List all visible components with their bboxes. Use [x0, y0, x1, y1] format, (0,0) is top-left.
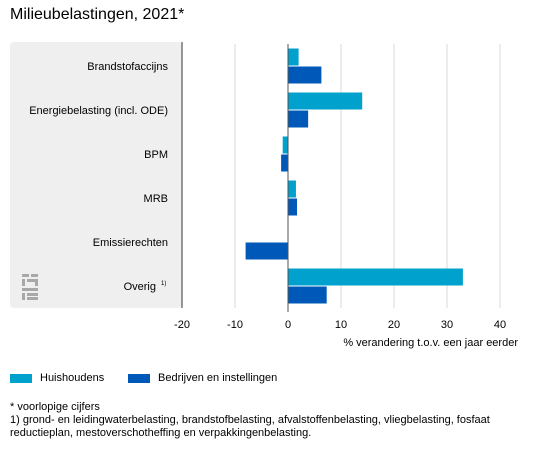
- x-tick-label-5: 30: [441, 319, 453, 331]
- x-tick-label-2: 0: [285, 319, 291, 331]
- chart-title: Milieubelastingen, 2021*: [10, 6, 185, 23]
- legend-item-bedrijven: Bedrijven en instellingen: [128, 372, 277, 384]
- bar-bedrijven-5: [288, 286, 327, 304]
- category-label-5: Overig: [124, 281, 156, 293]
- footnotes: * voorlopige cijfers 1) grond- en leidin…: [10, 401, 530, 440]
- x-tick-label-1: -10: [227, 319, 243, 331]
- logo-part-6: [22, 293, 25, 300]
- x-tick-label-3: 10: [335, 319, 347, 331]
- category-label-4: Emissierechten: [93, 237, 168, 249]
- logo-part-1: [31, 274, 38, 277]
- x-tick-label-6: 40: [494, 319, 506, 331]
- bar-huishoudens-0: [288, 48, 299, 66]
- logo-part-4: [35, 282, 38, 286]
- bar-bedrijven-3: [288, 198, 298, 216]
- logo-part-2: [22, 279, 25, 286]
- logo-part-0: [22, 274, 29, 277]
- bar-huishoudens-5: [288, 268, 463, 286]
- bar-bedrijven-1: [288, 110, 309, 128]
- category-superscript-5: 1): [161, 281, 166, 287]
- bar-bedrijven-0: [288, 66, 322, 84]
- x-axis-label: % verandering t.o.v. een jaar eerder: [343, 337, 518, 349]
- logo-part-3: [27, 279, 38, 282]
- legend-label-bedrijven: Bedrijven en instellingen: [158, 372, 278, 384]
- cbs-logo-icon: [22, 274, 38, 300]
- bar-huishoudens-2: [282, 136, 288, 154]
- logo-part-5: [22, 288, 38, 291]
- logo-part-7: [27, 293, 38, 296]
- x-tick-label-0: -20: [174, 319, 190, 331]
- category-label-0: Brandstofaccijns: [87, 61, 168, 73]
- bar-huishoudens-1: [288, 92, 363, 110]
- footnote-1: 1) grond- en leidingwaterbelasting, bran…: [10, 414, 490, 439]
- category-label-2: BPM: [144, 149, 168, 161]
- bar-bedrijven-2: [281, 154, 288, 172]
- bar-huishoudens-3: [288, 180, 296, 198]
- legend-item-huishoudens: Huishoudens: [10, 372, 104, 384]
- footnote-preliminary: * voorlopige cijfers: [10, 401, 100, 413]
- x-tick-label-4: 20: [388, 319, 400, 331]
- legend-swatch-bedrijven: [128, 373, 150, 383]
- category-label-1: Energiebelasting (incl. ODE): [29, 105, 168, 117]
- legend-swatch-huishoudens: [10, 373, 32, 383]
- bar-bedrijven-4: [245, 242, 288, 260]
- category-panel: [10, 42, 182, 308]
- bar-chart: Brandstofaccijns Energiebelasting (incl. …: [10, 42, 518, 349]
- legend-label-huishoudens: Huishoudens: [40, 372, 105, 384]
- category-label-3: MRB: [144, 193, 168, 205]
- logo-part-8: [27, 297, 38, 300]
